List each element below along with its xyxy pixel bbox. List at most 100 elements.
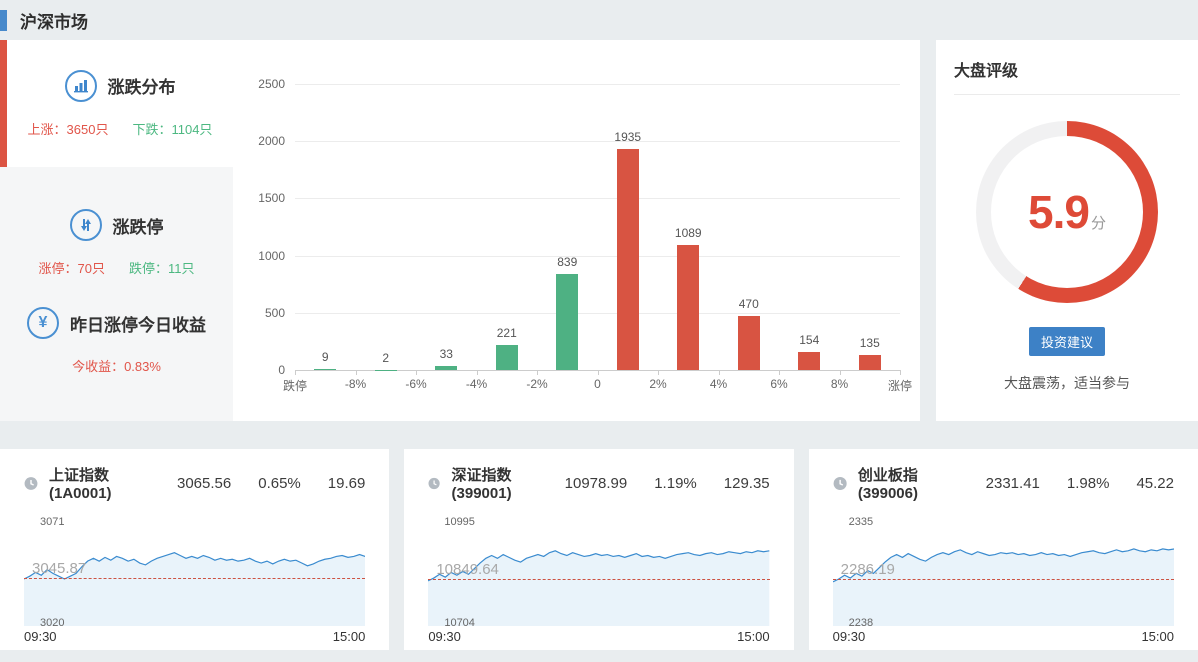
close-time-label: 15:00 [737, 629, 770, 644]
index-card-header: 创业板指(399006) 2331.41 1.98% 45.22 [833, 464, 1174, 502]
gridline [295, 84, 900, 85]
index-change-pct: 1.98% [1066, 474, 1110, 492]
histogram-bar [858, 354, 881, 370]
y-max-label: 10995 [444, 516, 475, 528]
histogram-bar [616, 148, 639, 370]
bar-value-label: 33 [439, 347, 453, 362]
index-mini-chart: 10995 10849.64 10704 09:30 15:00 [428, 516, 770, 644]
y-tick-label: 2500 [258, 77, 285, 91]
limit-down-count: 跌停：11只 [128, 261, 195, 276]
rating-score: 5.9 [1028, 186, 1090, 238]
index-card-shenzhen[interactable]: 深证指数(399001) 10978.99 1.19% 129.35 10995… [404, 449, 794, 650]
market-rating-card: 大盘评级 5.9 分 投资建议 大盘震荡，适当参与 [936, 40, 1198, 421]
open-time-label: 09:30 [24, 629, 57, 644]
x-tick-label: 涨停 [887, 379, 913, 393]
x-tick-mark [355, 370, 357, 375]
bar-value-label: 2 [382, 350, 390, 365]
histogram-bar [435, 366, 458, 370]
open-time-label: 09:30 [428, 629, 461, 644]
x-axis-labels: 09:30 15:00 [428, 629, 769, 644]
prev-close-label: 10849.64 [436, 561, 499, 578]
x-tick-label: 4% [709, 377, 728, 391]
rise-fall-histogram: 2500 2000 1500 1000 500 0 跌停 -8% -6% -4% -2% 0 2% 4% 6… [233, 40, 920, 421]
x-tick-mark [416, 370, 417, 375]
index-card-chinext[interactable]: 创业板指(399006) 2331.41 1.98% 45.22 2335 22… [808, 449, 1198, 650]
limit-up-count: 涨停：70只 [38, 261, 105, 276]
prev-close-line [832, 579, 1174, 581]
page-header: 沪深市场 [0, 0, 1198, 40]
stats-gray-block: 涨跌停 涨停：70只 跌停：11只 ¥ 昨日涨停今日收益 [0, 167, 233, 421]
bar-value-label: 221 [496, 325, 517, 340]
bar-chart-icon [64, 69, 97, 102]
histogram-plot-area: 2500 2000 1500 1000 500 0 跌停 -8% -6% -4% -2% 0 2% 4% 6… [258, 77, 912, 393]
index-price: 3065.56 [177, 474, 232, 492]
section-title: 涨跌停 [112, 217, 164, 237]
y-tick-label: 1000 [258, 248, 285, 263]
open-time-label: 09:30 [832, 629, 866, 644]
x-tick-label: -4% [465, 377, 488, 391]
investment-advice-button[interactable]: 投资建议 [1028, 327, 1105, 356]
index-card-header: 深证指数(399001) 10978.99 1.19% 129.35 [428, 464, 770, 502]
rating-card-title: 大盘评级 [954, 57, 1180, 95]
index-change: 45.22 [1136, 474, 1174, 492]
index-cards-row: 上证指数(1A0001) 3065.56 0.65% 19.69 3071 30… [0, 449, 1198, 650]
x-tick-label: 跌停 [282, 379, 308, 393]
market-stats-column: 涨跌分布 上涨：3650只 下跌：1104只 [0, 40, 233, 421]
x-tick-label: 2% [649, 377, 667, 391]
x-tick-mark [718, 370, 720, 375]
close-time-label: 15:00 [332, 629, 366, 644]
gridline [295, 312, 900, 314]
section-title: 涨跌分布 [107, 78, 176, 97]
page-title: 沪深市场 [20, 12, 88, 32]
index-card-header: 上证指数(1A0001) 3065.56 0.65% 19.69 [24, 464, 365, 502]
x-axis-labels: 09:30 15:00 [24, 629, 365, 644]
section-title: 昨日涨停今日收益 [70, 315, 206, 335]
index-price: 10978.99 [564, 474, 628, 492]
x-tick-mark [597, 370, 599, 375]
index-change-pct: 0.65% [258, 474, 301, 492]
gauge-center: 5.9 分 [991, 136, 1143, 288]
prev-close-line [24, 578, 366, 580]
close-time-label: 15:00 [1141, 629, 1174, 644]
yen-icon: ¥ [27, 307, 59, 339]
clock-icon [428, 477, 441, 489]
index-price: 2331.41 [985, 474, 1040, 492]
gridline [295, 198, 900, 200]
y-max-label: 2335 [848, 516, 874, 528]
y-tick-label: 1500 [258, 191, 285, 206]
x-tick-label: 8% [830, 377, 849, 391]
clock-icon [833, 476, 847, 490]
x-tick-mark [295, 370, 296, 375]
x-tick-label: -6% [405, 377, 427, 391]
market-rating-gauge: 5.9 分 [976, 121, 1158, 303]
index-change: 19.69 [327, 474, 366, 492]
y-min-label: 2238 [848, 617, 874, 629]
bar-value-label: 135 [859, 335, 880, 350]
mini-line-plot [24, 532, 366, 626]
histogram-bar [798, 352, 821, 370]
yesterday-limit-up-return-section: ¥ 昨日涨停今日收益 今收益：0.83% [0, 307, 233, 375]
bar-value-label: 1089 [674, 226, 702, 241]
index-change-pct: 1.19% [654, 474, 697, 492]
prev-close-label: 3045.87 [32, 560, 87, 578]
y-max-label: 3071 [40, 516, 65, 528]
mini-line-plot [428, 532, 770, 626]
market-overview-card: 涨跌分布 上涨：3650只 下跌：1104只 [0, 40, 920, 421]
x-tick-mark [839, 370, 841, 375]
index-name: 上证指数(1A0001) [49, 467, 112, 502]
index-card-shanghai[interactable]: 上证指数(1A0001) 3065.56 0.65% 19.69 3071 30… [0, 449, 390, 650]
index-mini-chart: 3071 3045.87 3020 09:30 15:00 [24, 516, 366, 644]
x-tick-mark [658, 370, 659, 375]
rise-count: 上涨：3650只 [27, 121, 109, 137]
x-tick-label: 0 [594, 377, 601, 391]
histogram-bar [495, 344, 518, 370]
prev-close-line [428, 579, 770, 580]
x-tick-mark [779, 370, 780, 375]
bar-value-label: 839 [557, 255, 578, 270]
x-tick-mark [900, 370, 901, 375]
x-axis-labels: 09:30 15:00 [833, 629, 1174, 644]
histogram-bar [556, 274, 579, 370]
gridline [295, 255, 900, 257]
fall-count: 下跌：1104只 [132, 121, 213, 137]
x-tick-label: 6% [770, 377, 788, 391]
